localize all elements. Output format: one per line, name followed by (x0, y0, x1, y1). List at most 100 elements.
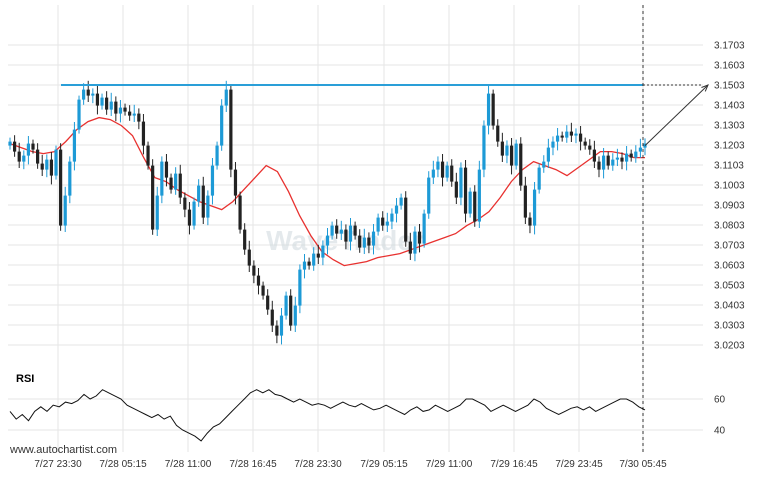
candle (496, 119, 500, 147)
candle (187, 202, 192, 235)
time-tick-label: 7/28 11:00 (165, 459, 212, 470)
candle (229, 84, 233, 178)
candle (427, 171, 431, 219)
candle (500, 132, 504, 162)
candle (118, 100, 123, 123)
time-tick-label: 7/28 16:45 (229, 459, 277, 470)
candle (17, 142, 21, 168)
candle (321, 240, 325, 266)
candle (316, 244, 320, 264)
price-tick-label: 3.0803 (714, 221, 745, 232)
candle (523, 176, 527, 224)
candle (606, 151, 610, 170)
candle (146, 141, 150, 170)
candle (592, 140, 596, 168)
candle (555, 128, 560, 151)
time-tick-label: 7/29 16:45 (490, 459, 538, 470)
candle (578, 126, 583, 151)
candle (376, 213, 380, 236)
candle (551, 136, 555, 156)
candle (643, 138, 647, 156)
candle (95, 86, 100, 115)
candle (537, 163, 541, 194)
rsi-line (9, 389, 646, 442)
candle (390, 208, 394, 230)
candle (486, 86, 491, 135)
candle (560, 131, 564, 142)
candle (270, 300, 274, 332)
candle (629, 149, 633, 162)
candle (100, 93, 104, 110)
time-tick-label: 7/29 11:00 (426, 459, 473, 470)
candle (105, 91, 109, 115)
candle (394, 198, 399, 223)
candle (210, 158, 215, 205)
candle (381, 211, 385, 231)
candle (128, 105, 132, 121)
candle (91, 88, 95, 104)
candle (408, 232, 412, 260)
time-tick-label: 7/29 23:45 (555, 459, 603, 470)
price-tick-label: 3.0903 (714, 201, 745, 212)
time-tick-label: 7/28 05:15 (99, 459, 147, 470)
price-tick-label: 3.1503 (714, 81, 745, 92)
candle (206, 190, 210, 226)
projection (642, 5, 709, 455)
price-tick-label: 3.1403 (714, 101, 745, 112)
candle (468, 187, 472, 218)
candle (307, 257, 311, 270)
price-tick-label: 3.0203 (714, 341, 745, 352)
time-tick-label: 7/28 23:30 (294, 459, 342, 470)
time-tick-label: 7/27 23:30 (34, 459, 82, 470)
candle (597, 156, 601, 178)
candle (583, 137, 587, 150)
candle (565, 125, 569, 143)
candle (404, 191, 408, 247)
price-tick-label: 3.1003 (714, 181, 745, 192)
candle (413, 226, 417, 262)
candle (367, 232, 371, 254)
candle (436, 156, 440, 178)
candle (417, 224, 422, 253)
candle (31, 139, 35, 154)
candle (638, 138, 642, 158)
candle (298, 264, 302, 314)
candle (8, 137, 12, 150)
candle (256, 268, 261, 295)
candle (141, 114, 146, 155)
candle (123, 103, 127, 116)
candle (528, 212, 532, 234)
candle (312, 247, 316, 271)
candle (335, 219, 339, 239)
candle (459, 162, 463, 206)
candlesticks (8, 80, 647, 345)
price-tick-label: 3.1203 (714, 141, 745, 152)
candle (574, 128, 578, 144)
price-tick-label: 3.0703 (714, 241, 745, 252)
candle (13, 135, 17, 157)
candle (473, 185, 477, 227)
footer-url[interactable]: www.autochartist.com (9, 444, 117, 456)
candle (220, 99, 224, 151)
candle (532, 182, 537, 235)
time-axis: 7/27 23:30 7/28 05:15 7/28 11:00 7/28 16:45… (34, 459, 667, 470)
candle (77, 95, 81, 134)
price-tick-label: 3.1603 (714, 61, 745, 72)
candle (174, 167, 178, 195)
price-axis: 3.1703 3.1603 3.1503 3.1403 3.1303 3.1203 3.11… (714, 41, 745, 352)
candle (450, 159, 454, 187)
candle (358, 229, 362, 253)
candle (114, 96, 118, 122)
candle (385, 212, 389, 232)
candle (624, 146, 629, 171)
candle (238, 191, 242, 234)
candle (302, 254, 307, 279)
candle (482, 120, 486, 178)
candle (440, 154, 445, 187)
candle (59, 143, 63, 231)
candle (40, 154, 44, 176)
candle (514, 139, 518, 170)
candle (344, 224, 348, 250)
candle (183, 192, 187, 218)
candle (620, 152, 624, 170)
